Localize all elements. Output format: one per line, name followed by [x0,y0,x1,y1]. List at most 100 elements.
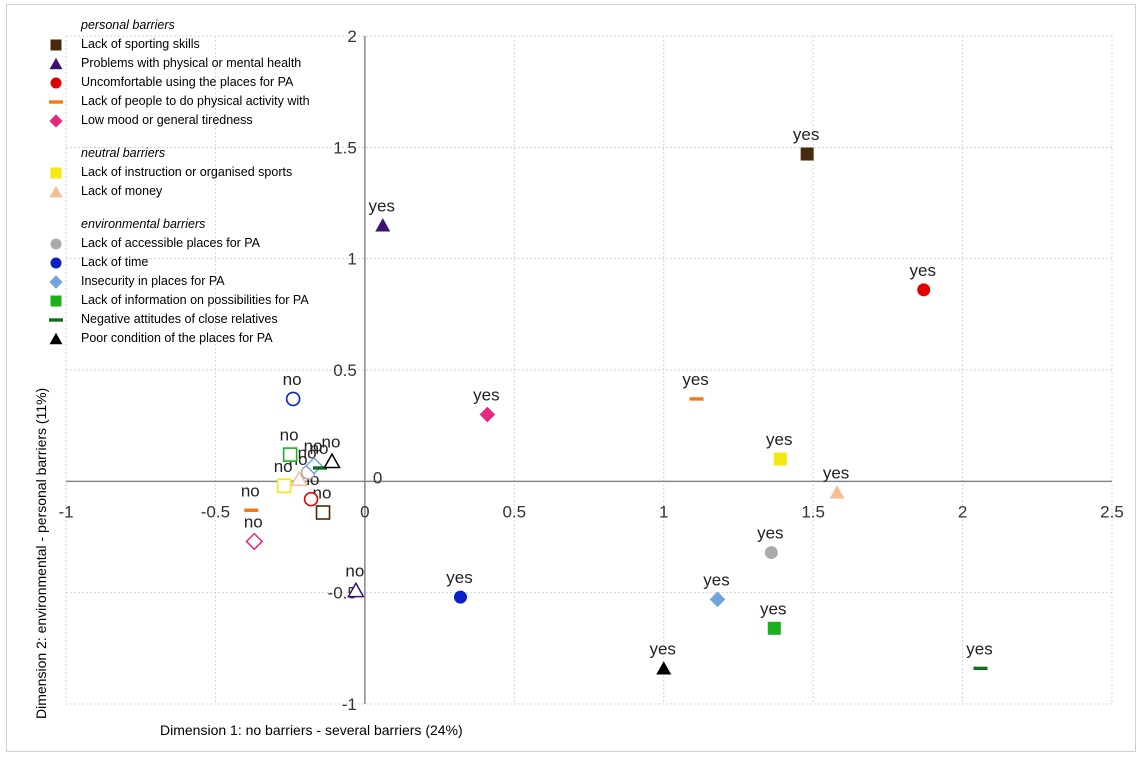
legend-item: Lack of time [48,253,310,272]
legend-symbol [49,57,63,69]
data-label: no [310,439,329,458]
y-tick-label: 1.5 [333,138,357,157]
legend-item: Lack of money [48,182,310,201]
legend-symbol [49,113,63,128]
data-label: no [304,437,323,456]
x-tick-label: -1 [58,502,73,521]
legend-marker [49,99,63,104]
data-label: yes [793,125,819,144]
data-point [244,508,259,512]
legend-label: Lack of accessible places for PA [81,236,261,250]
legend-symbol [50,167,62,178]
x-tick-label: 0 [360,502,369,521]
legend-label: Lack of sporting skills [81,37,200,51]
data-label: yes [823,463,849,482]
legend-symbol [49,185,63,197]
legend-item: Lack of instruction or organised sports [48,163,310,182]
legend-label: Lack of money [81,184,163,198]
data-point [282,447,298,462]
x-tick-label: -0.5 [201,502,230,521]
legend-symbol [50,77,62,88]
data-label: yes [649,639,675,658]
legend-marker [49,57,63,69]
legend-label: Poor condition of the places for PA [81,331,273,345]
data-label: yes [369,196,395,215]
x-tick-label: 0.5 [502,502,526,521]
data-label: no [283,370,302,389]
legend-item: Poor condition of the places for PA [48,329,310,348]
data-point [347,581,365,598]
legend-symbol [50,295,62,306]
data-point [689,397,704,401]
data-point [764,546,778,560]
data-label: yes [757,524,783,543]
data-label: no [241,481,260,500]
legend-item: Low mood or general tiredness [48,111,310,130]
legend-marker [49,332,63,344]
y-tick-label: -1 [342,695,357,714]
legend-symbol [50,238,62,249]
legend-symbol [50,39,62,50]
legend-label: Problems with physical or mental health [81,56,302,70]
data-label: yes [966,639,992,658]
legend-marker [50,167,62,178]
x-axis-title: Dimension 1: no barriers - several barri… [160,722,463,738]
data-point [303,491,319,507]
legend-label: Lack of instruction or organised sports [81,165,293,179]
x-tick-label: 1 [659,502,668,521]
legend-label: Insecurity in places for PA [81,274,225,288]
data-point [305,456,323,475]
data-label: yes [909,261,935,280]
data-label: yes [682,370,708,389]
data-point [453,590,467,604]
chart-frame [6,4,1136,752]
data-point [276,478,292,494]
data-point [773,452,787,466]
data-point [245,532,264,551]
legend-item: Lack of information on possibilities for… [48,291,310,310]
legend-marker [50,238,62,249]
legend-marker [50,77,62,88]
y-tick-label: -0.5 [328,584,357,603]
legend-label: Lack of people to do physical activity w… [81,94,310,108]
x-tick-label: 2 [958,502,967,521]
legend-marker [49,274,63,289]
legend-label: Negative attitudes of close relatives [81,312,278,326]
y-tick-label: 2 [347,27,356,46]
legend-marker [50,257,62,268]
legend-marker [49,317,63,322]
legend: personal barriers Lack of sporting skills… [48,16,310,348]
legend-marker [49,113,63,128]
y-axis-title: Dimension 2: environmental - personal ba… [33,387,49,719]
data-point [315,505,331,520]
legend-marker [50,295,62,306]
data-point [767,621,781,635]
legend-group-title: neutral barriers [81,146,166,160]
legend-symbol [49,332,63,344]
data-point [479,406,496,423]
data-label: no [298,443,317,462]
data-point [917,283,931,297]
legend-label: Low mood or general tiredness [81,113,253,127]
data-point [313,466,328,470]
data-label: no [244,512,263,531]
legend-group-title: personal barriers [81,18,175,32]
data-point [800,147,814,161]
data-label: yes [446,568,472,587]
data-label: yes [760,599,786,618]
legend-symbol [49,99,63,104]
legend-item: Lack of accessible places for PA [48,234,310,253]
data-point [290,470,308,487]
x-tick-label: 2.5 [1100,502,1124,521]
data-point [656,661,672,675]
legend-symbol [50,257,62,268]
data-label: no [322,432,341,451]
data-label: no [345,561,364,580]
data-label: yes [473,386,499,405]
data-point [829,485,845,499]
y-tick-label: 1 [347,250,356,269]
legend-gap [48,130,310,144]
data-point [709,591,726,608]
data-point [375,218,391,232]
